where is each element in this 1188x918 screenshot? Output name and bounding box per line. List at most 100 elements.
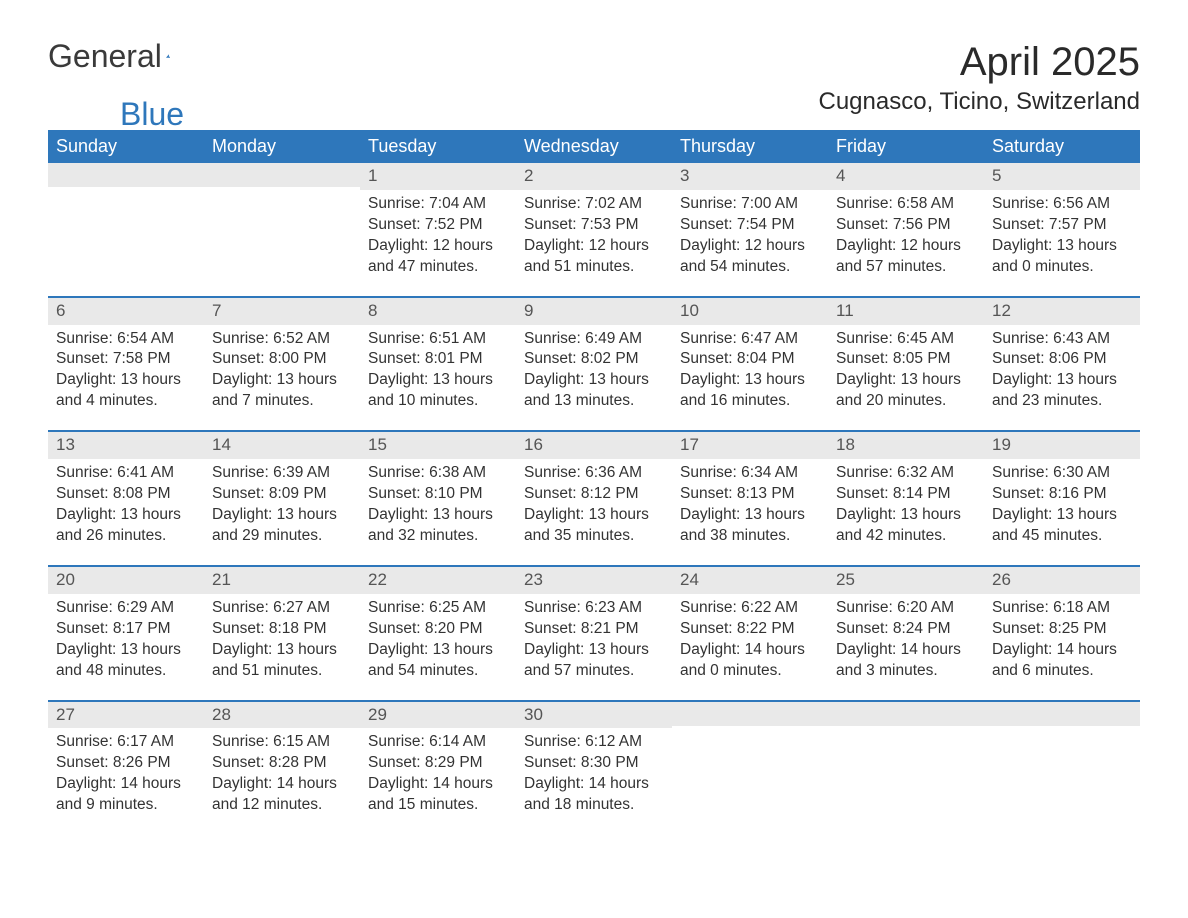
daylight-text: Daylight: 14 hours (836, 640, 976, 661)
calendar-day-cell: 16Sunrise: 6:36 AMSunset: 8:12 PMDayligh… (516, 431, 672, 566)
calendar-day-cell: 2Sunrise: 7:02 AMSunset: 7:53 PMDaylight… (516, 163, 672, 297)
sunrise-text: Sunrise: 6:58 AM (836, 194, 976, 215)
sunrise-text: Sunrise: 6:52 AM (212, 329, 352, 350)
day-number: 20 (48, 567, 204, 594)
daylight-text: and 57 minutes. (524, 661, 664, 682)
day-number: 26 (984, 567, 1140, 594)
calendar-day-cell: 8Sunrise: 6:51 AMSunset: 8:01 PMDaylight… (360, 297, 516, 432)
day-details: Sunrise: 6:41 AMSunset: 8:08 PMDaylight:… (48, 459, 204, 547)
daylight-text: Daylight: 13 hours (212, 505, 352, 526)
day-number: 3 (672, 163, 828, 190)
daylight-text: and 47 minutes. (368, 257, 508, 278)
day-details: Sunrise: 6:17 AMSunset: 8:26 PMDaylight:… (48, 728, 204, 816)
sunrise-text: Sunrise: 6:38 AM (368, 463, 508, 484)
calendar-day-cell: 4Sunrise: 6:58 AMSunset: 7:56 PMDaylight… (828, 163, 984, 297)
daylight-text: and 45 minutes. (992, 526, 1132, 547)
sunset-text: Sunset: 8:26 PM (56, 753, 196, 774)
sunrise-text: Sunrise: 6:36 AM (524, 463, 664, 484)
sunrise-text: Sunrise: 6:29 AM (56, 598, 196, 619)
sunset-text: Sunset: 8:29 PM (368, 753, 508, 774)
day-number: 9 (516, 298, 672, 325)
calendar-day-cell: 14Sunrise: 6:39 AMSunset: 8:09 PMDayligh… (204, 431, 360, 566)
sunrise-text: Sunrise: 6:20 AM (836, 598, 976, 619)
weekday-header: Sunday (48, 130, 204, 163)
day-number: 5 (984, 163, 1140, 190)
day-details: Sunrise: 6:12 AMSunset: 8:30 PMDaylight:… (516, 728, 672, 816)
day-number: 14 (204, 432, 360, 459)
day-details: Sunrise: 6:49 AMSunset: 8:02 PMDaylight:… (516, 325, 672, 413)
daylight-text: Daylight: 13 hours (992, 505, 1132, 526)
daylight-text: Daylight: 12 hours (524, 236, 664, 257)
logo-text-blue: Blue (120, 98, 184, 130)
daylight-text: and 4 minutes. (56, 391, 196, 412)
daylight-text: Daylight: 12 hours (836, 236, 976, 257)
sunrise-text: Sunrise: 6:45 AM (836, 329, 976, 350)
day-details: Sunrise: 6:52 AMSunset: 8:00 PMDaylight:… (204, 325, 360, 413)
page-subtitle: Cugnasco, Ticino, Switzerland (819, 88, 1141, 116)
calendar-day-cell: 15Sunrise: 6:38 AMSunset: 8:10 PMDayligh… (360, 431, 516, 566)
calendar-day-cell (828, 701, 984, 835)
daylight-text: Daylight: 13 hours (368, 640, 508, 661)
daylight-text: and 13 minutes. (524, 391, 664, 412)
calendar-day-cell: 25Sunrise: 6:20 AMSunset: 8:24 PMDayligh… (828, 566, 984, 701)
daylight-text: and 42 minutes. (836, 526, 976, 547)
day-details: Sunrise: 6:47 AMSunset: 8:04 PMDaylight:… (672, 325, 828, 413)
calendar-day-cell: 30Sunrise: 6:12 AMSunset: 8:30 PMDayligh… (516, 701, 672, 835)
day-details: Sunrise: 6:15 AMSunset: 8:28 PMDaylight:… (204, 728, 360, 816)
calendar-day-cell: 24Sunrise: 6:22 AMSunset: 8:22 PMDayligh… (672, 566, 828, 701)
day-details: Sunrise: 6:54 AMSunset: 7:58 PMDaylight:… (48, 325, 204, 413)
daylight-text: and 7 minutes. (212, 391, 352, 412)
daylight-text: and 57 minutes. (836, 257, 976, 278)
daylight-text: and 9 minutes. (56, 795, 196, 816)
day-number: 15 (360, 432, 516, 459)
day-number: 28 (204, 702, 360, 729)
calendar-day-cell: 12Sunrise: 6:43 AMSunset: 8:06 PMDayligh… (984, 297, 1140, 432)
daylight-text: Daylight: 14 hours (212, 774, 352, 795)
day-number (48, 163, 204, 187)
day-details: Sunrise: 6:30 AMSunset: 8:16 PMDaylight:… (984, 459, 1140, 547)
calendar-day-cell (672, 701, 828, 835)
daylight-text: and 20 minutes. (836, 391, 976, 412)
daylight-text: and 38 minutes. (680, 526, 820, 547)
daylight-text: and 16 minutes. (680, 391, 820, 412)
day-number: 1 (360, 163, 516, 190)
calendar-day-cell: 28Sunrise: 6:15 AMSunset: 8:28 PMDayligh… (204, 701, 360, 835)
calendar-week-row: 20Sunrise: 6:29 AMSunset: 8:17 PMDayligh… (48, 566, 1140, 701)
sunset-text: Sunset: 8:04 PM (680, 349, 820, 370)
sunrise-text: Sunrise: 6:41 AM (56, 463, 196, 484)
calendar-day-cell: 18Sunrise: 6:32 AMSunset: 8:14 PMDayligh… (828, 431, 984, 566)
weekday-header: Thursday (672, 130, 828, 163)
day-details: Sunrise: 6:39 AMSunset: 8:09 PMDaylight:… (204, 459, 360, 547)
sunrise-text: Sunrise: 6:14 AM (368, 732, 508, 753)
calendar-week-row: 27Sunrise: 6:17 AMSunset: 8:26 PMDayligh… (48, 701, 1140, 835)
daylight-text: and 6 minutes. (992, 661, 1132, 682)
calendar-day-cell: 22Sunrise: 6:25 AMSunset: 8:20 PMDayligh… (360, 566, 516, 701)
day-number: 22 (360, 567, 516, 594)
calendar-day-cell: 17Sunrise: 6:34 AMSunset: 8:13 PMDayligh… (672, 431, 828, 566)
calendar-day-cell (984, 701, 1140, 835)
daylight-text: and 26 minutes. (56, 526, 196, 547)
calendar-day-cell: 13Sunrise: 6:41 AMSunset: 8:08 PMDayligh… (48, 431, 204, 566)
day-number: 24 (672, 567, 828, 594)
calendar-day-cell: 19Sunrise: 6:30 AMSunset: 8:16 PMDayligh… (984, 431, 1140, 566)
sunrise-text: Sunrise: 6:23 AM (524, 598, 664, 619)
sunrise-text: Sunrise: 6:56 AM (992, 194, 1132, 215)
sunrise-text: Sunrise: 6:18 AM (992, 598, 1132, 619)
daylight-text: and 0 minutes. (680, 661, 820, 682)
weekday-header: Monday (204, 130, 360, 163)
day-details: Sunrise: 6:29 AMSunset: 8:17 PMDaylight:… (48, 594, 204, 682)
calendar-day-cell: 27Sunrise: 6:17 AMSunset: 8:26 PMDayligh… (48, 701, 204, 835)
sunset-text: Sunset: 8:22 PM (680, 619, 820, 640)
logo-text-general: General (48, 40, 162, 72)
sunset-text: Sunset: 8:24 PM (836, 619, 976, 640)
sunset-text: Sunset: 8:05 PM (836, 349, 976, 370)
daylight-text: and 29 minutes. (212, 526, 352, 547)
sunset-text: Sunset: 8:25 PM (992, 619, 1132, 640)
sunrise-text: Sunrise: 6:54 AM (56, 329, 196, 350)
day-number: 17 (672, 432, 828, 459)
calendar-day-cell: 11Sunrise: 6:45 AMSunset: 8:05 PMDayligh… (828, 297, 984, 432)
weekday-header: Wednesday (516, 130, 672, 163)
sunset-text: Sunset: 7:56 PM (836, 215, 976, 236)
calendar-day-cell: 26Sunrise: 6:18 AMSunset: 8:25 PMDayligh… (984, 566, 1140, 701)
daylight-text: and 18 minutes. (524, 795, 664, 816)
